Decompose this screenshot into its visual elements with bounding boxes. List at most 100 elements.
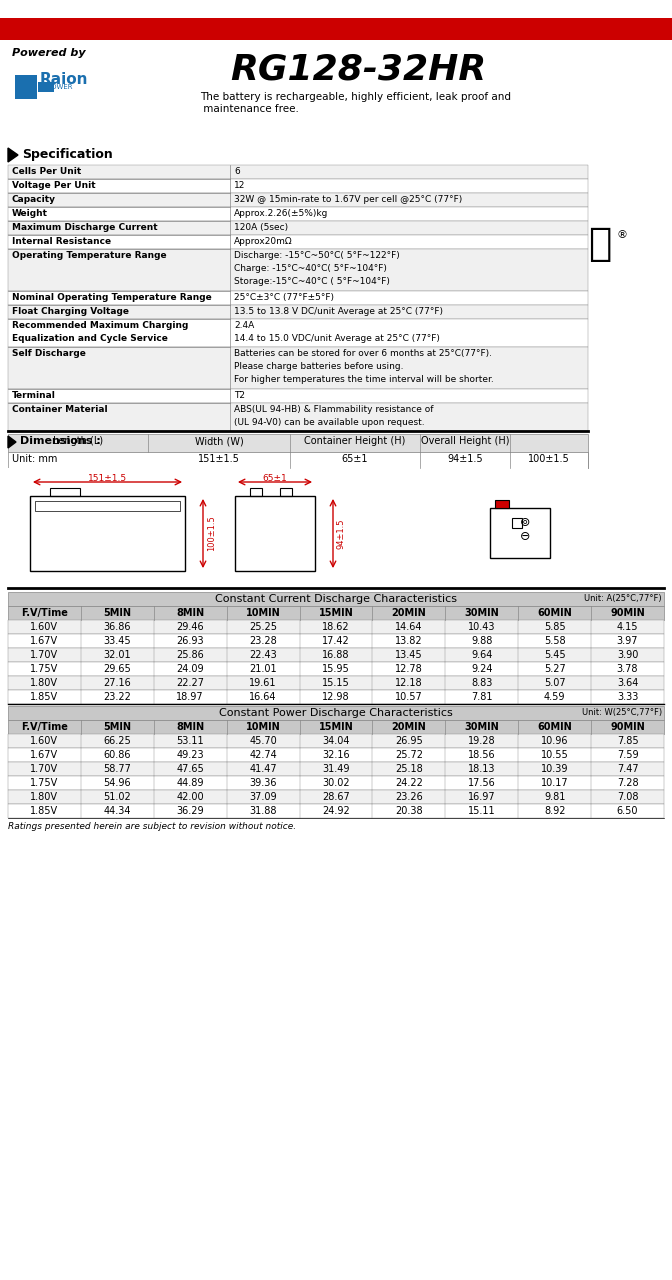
Text: 1.80V: 1.80V	[30, 678, 58, 689]
Text: 5.07: 5.07	[544, 678, 565, 689]
Text: (UL 94-V0) can be available upon request.: (UL 94-V0) can be available upon request…	[234, 419, 425, 428]
Bar	[8, 748, 664, 762]
Text: 1.70V: 1.70V	[30, 764, 58, 774]
Text: 8.92: 8.92	[544, 806, 565, 817]
Text: 100±1.5: 100±1.5	[207, 516, 216, 552]
Bar	[8, 634, 664, 648]
Text: 18.13: 18.13	[468, 764, 495, 774]
Bar	[280, 488, 292, 495]
Text: 8MIN: 8MIN	[176, 608, 204, 618]
Text: 24.22: 24.22	[395, 778, 423, 788]
Text: 32.16: 32.16	[322, 750, 350, 760]
Text: 20MIN: 20MIN	[392, 722, 426, 732]
Bar	[35, 500, 180, 511]
Bar	[8, 389, 588, 403]
Text: 19.28: 19.28	[468, 736, 495, 746]
Text: F.V/Time: F.V/Time	[21, 722, 68, 732]
Bar	[235, 495, 315, 571]
Bar	[495, 500, 509, 508]
Text: 10.55: 10.55	[541, 750, 569, 760]
Text: 9.88: 9.88	[471, 636, 493, 646]
Text: 23.28: 23.28	[249, 636, 277, 646]
Bar	[8, 662, 664, 676]
Bar	[38, 82, 54, 92]
Text: 25.18: 25.18	[395, 764, 423, 774]
Text: Container Material: Container Material	[12, 404, 108, 413]
Text: 12.98: 12.98	[322, 692, 350, 701]
Bar	[8, 690, 664, 704]
Bar	[8, 676, 664, 690]
Text: 1.70V: 1.70V	[30, 650, 58, 660]
Text: 60MIN: 60MIN	[538, 608, 572, 618]
Text: Equalization and Cycle Service: Equalization and Cycle Service	[12, 334, 168, 343]
Text: 16.64: 16.64	[249, 692, 277, 701]
Text: Terminal: Terminal	[12, 390, 56, 399]
Bar	[8, 403, 588, 431]
Text: 100±1.5: 100±1.5	[528, 454, 570, 463]
Text: 1.60V: 1.60V	[30, 622, 58, 632]
Text: 6: 6	[234, 166, 240, 175]
Text: 5.85: 5.85	[544, 622, 565, 632]
Text: 6.50: 6.50	[617, 806, 638, 817]
Text: 17.56: 17.56	[468, 778, 496, 788]
Text: 32.01: 32.01	[103, 650, 131, 660]
Text: RG128-32HR: RG128-32HR	[230, 52, 487, 86]
Text: 20.38: 20.38	[395, 806, 423, 817]
Text: Specification: Specification	[22, 148, 113, 161]
Text: 33.45: 33.45	[103, 636, 131, 646]
Text: 49.23: 49.23	[177, 750, 204, 760]
Text: 13.45: 13.45	[395, 650, 423, 660]
Text: 16.97: 16.97	[468, 792, 495, 803]
Text: 42.00: 42.00	[177, 792, 204, 803]
Text: 15MIN: 15MIN	[319, 722, 353, 732]
Bar	[8, 620, 664, 634]
Text: 23.26: 23.26	[395, 792, 423, 803]
Text: Approx20mΩ: Approx20mΩ	[234, 237, 292, 246]
Bar	[8, 291, 588, 305]
Text: 53.11: 53.11	[177, 736, 204, 746]
Text: Raion: Raion	[40, 72, 89, 87]
Text: 23.22: 23.22	[103, 692, 131, 701]
Text: 3.64: 3.64	[617, 678, 638, 689]
Text: T2: T2	[234, 390, 245, 399]
Text: 42.74: 42.74	[249, 750, 277, 760]
Text: 12: 12	[234, 180, 245, 189]
Text: Constant Current Discharge Characteristics: Constant Current Discharge Characteristi…	[215, 594, 457, 604]
Bar	[30, 495, 185, 571]
Bar	[8, 207, 588, 221]
Text: 10.57: 10.57	[395, 692, 423, 701]
Text: 66.25: 66.25	[103, 736, 131, 746]
Text: Width (W): Width (W)	[195, 436, 243, 445]
Text: 19.61: 19.61	[249, 678, 277, 689]
Text: ®: ®	[617, 230, 628, 241]
Text: 18.56: 18.56	[468, 750, 495, 760]
Text: 10.39: 10.39	[541, 764, 569, 774]
Text: 44.34: 44.34	[103, 806, 131, 817]
Text: 15.15: 15.15	[322, 678, 350, 689]
Text: Unit: mm: Unit: mm	[12, 454, 57, 463]
Bar	[8, 776, 664, 790]
Text: 12.18: 12.18	[395, 678, 423, 689]
Text: 26.93: 26.93	[177, 636, 204, 646]
Text: 3.78: 3.78	[617, 664, 638, 675]
Text: 1.85V: 1.85V	[30, 692, 58, 701]
Text: 21.01: 21.01	[249, 664, 277, 675]
Text: The battery is rechargeable, highly efficient, leak proof and
 maintenance free.: The battery is rechargeable, highly effi…	[200, 92, 511, 114]
Text: 26.95: 26.95	[395, 736, 423, 746]
Bar	[8, 165, 588, 179]
Text: 39.36: 39.36	[249, 778, 277, 788]
Text: 32W @ 15min-rate to 1.67V per cell @25°C (77°F): 32W @ 15min-rate to 1.67V per cell @25°C…	[234, 195, 462, 204]
Text: 44.89: 44.89	[177, 778, 204, 788]
Text: Self Discharge: Self Discharge	[12, 349, 86, 358]
Text: 29.46: 29.46	[177, 622, 204, 632]
Text: 94±1.5: 94±1.5	[337, 518, 346, 549]
Text: 13.5 to 13.8 V DC/unit Average at 25°C (77°F): 13.5 to 13.8 V DC/unit Average at 25°C (…	[234, 307, 443, 316]
Text: Ratings presented herein are subject to revision without notice.: Ratings presented herein are subject to …	[8, 822, 296, 831]
Text: 7.85: 7.85	[617, 736, 638, 746]
Text: Approx.2.26(±5%)kg: Approx.2.26(±5%)kg	[234, 209, 329, 218]
Text: Length (L): Length (L)	[53, 436, 103, 445]
Text: Maximum Discharge Current: Maximum Discharge Current	[12, 223, 158, 232]
Text: 58.77: 58.77	[103, 764, 131, 774]
Bar	[8, 179, 588, 193]
Text: 8MIN: 8MIN	[176, 722, 204, 732]
